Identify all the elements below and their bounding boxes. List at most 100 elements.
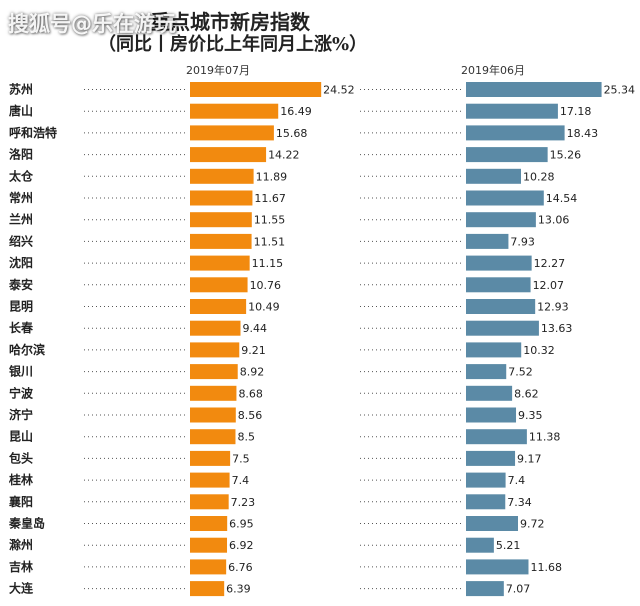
bar-jul: [190, 168, 254, 184]
bar-jun: [466, 494, 506, 510]
bar-jun: [466, 559, 529, 575]
value-label: 17.18: [560, 105, 592, 118]
value-label: 10.28: [523, 170, 555, 183]
value-label: 7.34: [507, 496, 532, 509]
value-label: 24.52: [323, 84, 355, 97]
bar-jul: [190, 385, 237, 401]
value-label: 8.56: [238, 409, 263, 422]
value-label: 11.38: [529, 431, 561, 444]
value-label: 15.26: [550, 149, 582, 162]
bar-jun: [466, 255, 532, 271]
bar-jun: [466, 364, 507, 380]
bar-jun: [466, 537, 494, 553]
bar-jul: [190, 342, 240, 358]
category-label: 大连: [9, 581, 34, 596]
value-label: 7.07: [506, 583, 530, 596]
bar-jul: [190, 103, 279, 119]
category-label: 兰州: [9, 212, 33, 227]
bar-jul: [190, 255, 250, 271]
bar-jul: [190, 320, 241, 336]
bar-jul: [190, 429, 236, 445]
bar-jul: [190, 190, 253, 206]
bar-jun: [466, 190, 544, 206]
bar-jun: [466, 472, 506, 488]
value-label: 9.44: [243, 322, 268, 335]
value-label: 11.55: [254, 214, 285, 227]
value-label: 12.93: [537, 301, 569, 314]
bar-jul: [190, 494, 229, 510]
value-label: 25.34: [604, 84, 636, 97]
bar-jul: [190, 559, 227, 575]
value-label: 10.49: [248, 301, 280, 314]
watermark: 搜狐号@乐在游玩: [8, 12, 176, 36]
bar-jun: [466, 581, 504, 597]
bar-jun: [466, 103, 558, 119]
chart-subtitle: （同比丨房价比上年同月上涨%）: [98, 34, 368, 55]
value-label: 7.5: [232, 452, 250, 465]
bar-jun: [466, 277, 531, 293]
value-label: 11.67: [254, 192, 286, 205]
category-label: 桂林: [8, 472, 33, 487]
category-label: 常州: [9, 190, 33, 205]
bar-jun: [466, 147, 548, 163]
bar-jul: [190, 82, 322, 97]
value-label: 9.21: [241, 344, 266, 357]
bar-jun: [466, 299, 536, 314]
bar-jun: [466, 212, 536, 228]
bar-jul: [190, 450, 231, 466]
category-label: 洛阳: [9, 147, 33, 162]
value-label: 12.07: [533, 279, 565, 292]
bar-jun: [466, 429, 527, 445]
category-label: 昆明: [9, 300, 33, 314]
bar-jun: [466, 168, 521, 184]
value-label: 5.21: [496, 539, 521, 552]
value-label: 6.95: [229, 518, 254, 531]
value-label: 8.92: [240, 366, 264, 379]
bar-jul: [190, 537, 228, 553]
value-label: 6.76: [228, 561, 253, 574]
value-label: 11.15: [252, 257, 284, 270]
value-label: 10.76: [250, 279, 281, 292]
bar-jun: [466, 516, 519, 531]
category-label: 吉林: [9, 559, 33, 574]
bar-jul: [190, 212, 252, 228]
value-label: 13.06: [538, 214, 570, 227]
category-label: 宁波: [9, 385, 34, 400]
value-label: 11.89: [256, 170, 288, 183]
category-label: 秦皇岛: [8, 516, 45, 531]
value-label: 13.63: [541, 322, 573, 335]
bar-jul: [190, 364, 238, 380]
bar-jun: [466, 407, 517, 423]
category-label: 沈阳: [9, 255, 33, 270]
category-label: 滁州: [9, 537, 33, 552]
series-label-jun: 2019年06月: [461, 64, 525, 77]
bar-jun: [466, 82, 602, 97]
value-label: 7.23: [231, 496, 256, 509]
bar-jul: [190, 472, 230, 488]
value-label: 8.5: [237, 431, 255, 444]
bar-jul: [190, 407, 236, 423]
bar-jun: [466, 450, 516, 466]
category-label: 太仓: [9, 168, 34, 183]
value-label: 7.4: [232, 474, 250, 487]
bar-jun: [466, 342, 522, 358]
bar-jun: [466, 385, 513, 401]
bar-jul: [190, 581, 225, 597]
value-label: 8.68: [238, 387, 262, 400]
value-label: 16.49: [280, 105, 312, 118]
bar-jul: [190, 233, 252, 249]
value-label: 11.68: [530, 561, 562, 574]
chart-title: 重点城市新房指数: [150, 10, 310, 34]
value-label: 11.51: [254, 235, 285, 248]
category-label: 泰安: [8, 277, 33, 292]
value-label: 9.72: [520, 518, 545, 531]
value-label: 6.92: [229, 539, 254, 552]
value-label: 10.32: [523, 344, 555, 357]
value-label: 7.52: [508, 366, 533, 379]
category-label: 襄阳: [8, 494, 33, 509]
category-label: 银川: [9, 364, 33, 379]
category-label: 呼和浩特: [9, 125, 57, 140]
value-label: 18.43: [567, 127, 599, 140]
category-label: 包头: [8, 450, 33, 465]
